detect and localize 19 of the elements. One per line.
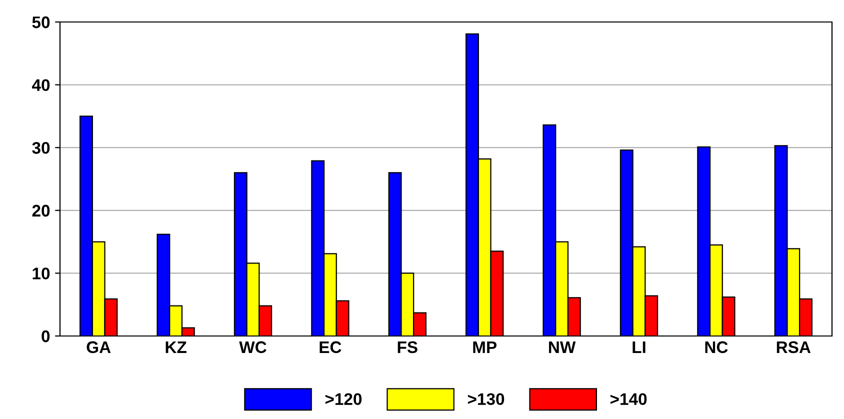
- legend-label: >130: [468, 393, 504, 406]
- y-tick-label: 20: [32, 204, 50, 217]
- x-tick-label: MP: [473, 341, 497, 353]
- x-tick-label: EC: [320, 341, 342, 354]
- y-tick-label: 0: [42, 330, 50, 342]
- y-tick-label: 40: [32, 79, 50, 92]
- x-tick-label: NW: [549, 341, 576, 353]
- x-tick-label: FS: [398, 341, 418, 354]
- y-tick-label: 30: [32, 142, 50, 154]
- x-tick-label: WC: [239, 341, 266, 354]
- x-tick-label: LI: [632, 341, 646, 353]
- x-tick-label: RSA: [776, 341, 811, 354]
- x-tick-label: KZ: [166, 341, 186, 353]
- y-tick-label: 50: [32, 16, 50, 28]
- legend-label: >140: [610, 393, 647, 406]
- legend-label: >120: [325, 393, 362, 406]
- y-tick-label: 10: [32, 268, 50, 280]
- x-tick-label: GA: [86, 341, 111, 354]
- x-tick-label: NC: [705, 341, 728, 354]
